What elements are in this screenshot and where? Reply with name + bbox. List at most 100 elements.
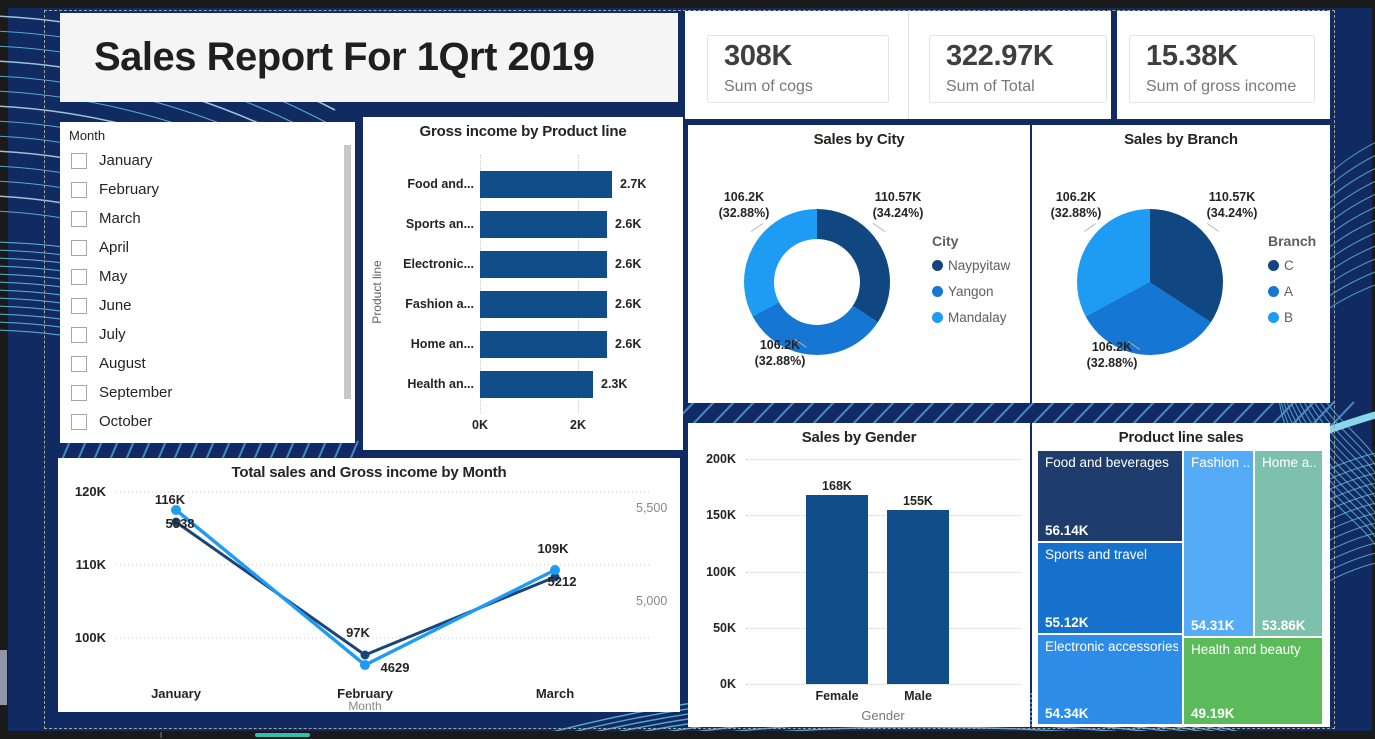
treemap-cell[interactable]: Health and beauty 49.19K: [1183, 637, 1323, 725]
line-chart-plot: 120K 110K 100K 5,500 5,000 116K 97K 109K 5538 462…: [75, 484, 667, 712]
data-callout-label: 110.57K (34.24%): [873, 189, 924, 221]
chart-title: Gross income by Product line: [419, 123, 627, 140]
treemap-cell-value: 54.34K: [1045, 706, 1089, 721]
decor-line: [731, 401, 755, 426]
x-axis-category: Male: [904, 689, 932, 703]
treemap-cell-name: Food and beverages: [1045, 455, 1169, 470]
slicer-item-february[interactable]: February: [60, 177, 355, 206]
treemap-cell-name: Electronic accessories: [1045, 639, 1178, 654]
checkbox-icon[interactable]: [71, 298, 87, 314]
decor-line: [189, 440, 199, 461]
decor-line: [1171, 401, 1195, 426]
sales-by-branch-chart: Sales by Branch 110.57K (34.24%) 106.2K (32…: [1032, 125, 1330, 403]
legend-item[interactable]: A: [1268, 283, 1316, 309]
gross-income-marker[interactable]: [550, 572, 560, 582]
kpi-card: 15.38K Sum of gross income: [1129, 35, 1315, 103]
checkbox-icon[interactable]: [71, 414, 87, 430]
treemap-cell[interactable]: Home a... 53.86K: [1254, 450, 1323, 637]
bar-value-label: 2.7K: [620, 177, 647, 191]
bar[interactable]: [480, 251, 607, 278]
slicer-item-september[interactable]: September: [60, 380, 355, 409]
slicer-item-august[interactable]: August: [60, 351, 355, 380]
kpi-label: Sum of gross income: [1146, 78, 1297, 95]
gross-income-marker[interactable]: [360, 650, 370, 660]
decor-line: [951, 401, 975, 426]
slicer-item-october[interactable]: October: [60, 409, 355, 438]
bar[interactable]: [480, 171, 612, 198]
sales-pie[interactable]: [1077, 209, 1223, 355]
decor-line: [1271, 401, 1295, 426]
treemap-cell[interactable]: Electronic accessories 54.34K: [1037, 634, 1183, 725]
legend-item[interactable]: C: [1268, 257, 1316, 283]
decor-line: [1151, 401, 1175, 426]
callout-leader-line: [872, 223, 886, 232]
slicer-item-march[interactable]: March: [60, 206, 355, 235]
left-scrollbar-thumb[interactable]: [0, 650, 7, 705]
decor-line: [1011, 401, 1035, 426]
callout-percent: (32.88%): [1050, 206, 1102, 220]
slicer-item-label: March: [99, 210, 141, 227]
bar[interactable]: [887, 510, 949, 684]
bar[interactable]: [480, 371, 593, 398]
callout-percent: (32.88%): [1086, 356, 1138, 370]
kpi-label: Sum of cogs: [724, 78, 813, 95]
legend-item[interactable]: Mandalay: [932, 309, 1007, 335]
x-gridline: [578, 155, 579, 413]
checkbox-icon[interactable]: [71, 385, 87, 401]
total-sales-marker[interactable]: [171, 505, 181, 515]
slicer-scrollbar-thumb[interactable]: [344, 145, 351, 399]
legend-item[interactable]: B: [1268, 309, 1316, 335]
bar-category-label: Sports an...: [405, 217, 474, 231]
bar[interactable]: [480, 331, 607, 358]
data-callout-label: 106.2K (32.88%): [1051, 189, 1102, 221]
chart-title: Total sales and Gross income by Month: [231, 464, 507, 481]
legend-label: Yangon: [948, 284, 994, 299]
gross-income-marker[interactable]: [171, 517, 181, 527]
slicer-item-june[interactable]: June: [60, 293, 355, 322]
legend-item[interactable]: Yangon: [932, 283, 994, 309]
slicer-item-january[interactable]: January: [60, 148, 355, 177]
sales-by-gender-chart: Sales by Gender Gender 200K 150K 100K 50K 0K…: [688, 423, 1030, 727]
slicer-item-may[interactable]: May: [60, 264, 355, 293]
left-axis-tick: 120K: [75, 484, 107, 499]
treemap-cell[interactable]: Food and beverages 56.14K: [1037, 450, 1183, 542]
callout-percent: (34.24%): [872, 206, 924, 220]
callout-value: 106.2K: [1091, 340, 1133, 354]
kpi-value: 15.38K: [1146, 40, 1238, 72]
bar[interactable]: [806, 495, 868, 684]
slicer-item-april[interactable]: April: [60, 235, 355, 264]
total-sales-marker[interactable]: [550, 565, 560, 575]
callout-value: 106.2K: [1055, 190, 1097, 204]
data-label: 4629: [381, 660, 410, 675]
decor-line: [109, 440, 119, 461]
slicer-item-partial[interactable]: [60, 438, 355, 443]
checkbox-icon[interactable]: [71, 153, 87, 169]
slicer-item-label: October: [99, 413, 153, 430]
treemap-cell[interactable]: Sports and travel 55.12K: [1037, 542, 1183, 634]
kpi-divider: [908, 11, 909, 119]
donut-hole: [774, 239, 860, 325]
checkbox-icon[interactable]: [71, 269, 87, 285]
horizontal-scrollbar-thumb[interactable]: [255, 733, 310, 737]
bar[interactable]: [480, 291, 607, 318]
treemap-cell-name: Fashion ...: [1191, 455, 1249, 470]
checkbox-icon[interactable]: [71, 211, 87, 227]
checkbox-icon[interactable]: [71, 356, 87, 372]
legend-dot-icon: [932, 260, 943, 271]
legend-title: City: [932, 233, 959, 249]
slicer-item-july[interactable]: July: [60, 322, 355, 351]
legend-title: Branch: [1268, 233, 1317, 249]
right-axis-tick: 5,500: [636, 501, 667, 515]
chart-title: Sales by Branch: [1124, 131, 1238, 148]
decor-line: [791, 401, 815, 426]
checkbox-icon[interactable]: [71, 327, 87, 343]
decor-line: [157, 440, 167, 461]
bar[interactable]: [480, 211, 607, 238]
decor-line: [221, 440, 231, 461]
total-sales-marker[interactable]: [360, 660, 370, 670]
legend-item[interactable]: Naypyitaw: [932, 257, 1010, 283]
treemap-cell[interactable]: Fashion ... 54.31K: [1183, 450, 1254, 637]
bar-value-label: 2.6K: [615, 337, 642, 351]
checkbox-icon[interactable]: [71, 240, 87, 256]
checkbox-icon[interactable]: [71, 182, 87, 198]
